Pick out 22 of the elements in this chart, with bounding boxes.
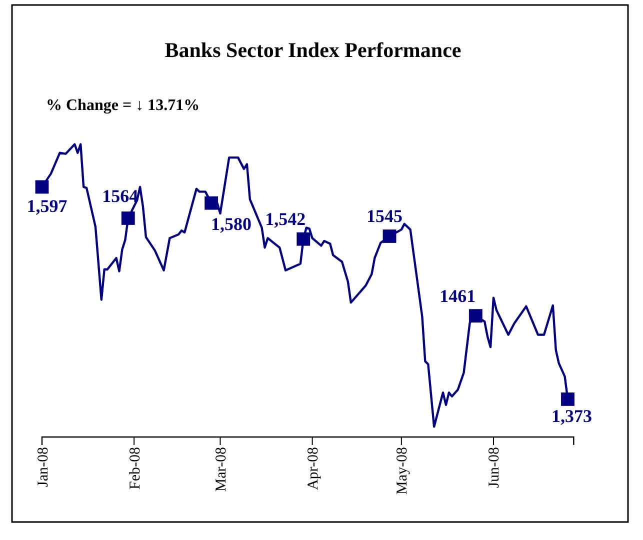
data-label: 1545 <box>366 206 403 226</box>
x-tick-label: Apr-08 <box>306 447 322 490</box>
x-tick-label: May-08 <box>394 447 411 494</box>
data-label: 1,373 <box>551 406 592 426</box>
point <box>561 392 574 406</box>
point <box>35 180 49 194</box>
data-label: 1564 <box>102 186 138 206</box>
point <box>468 309 482 323</box>
data-label: 1,542 <box>265 209 306 230</box>
chart-title: Banks Sector Index Performance <box>164 38 462 62</box>
point <box>204 196 218 210</box>
x-tick-label: Mar-08 <box>213 447 230 492</box>
data-label: 1,597 <box>26 196 68 216</box>
x-tick-label: Feb-08 <box>127 447 144 490</box>
point <box>296 232 310 246</box>
point <box>382 230 396 243</box>
point <box>121 212 135 225</box>
data-label: 1,580 <box>211 214 252 234</box>
text: % Change = ↓ 13.71% <box>46 97 200 114</box>
data-label: 1461 <box>440 286 476 306</box>
x-tick-label: Jan-08 <box>35 447 52 487</box>
x-tick-label: Jun-08 <box>486 447 503 488</box>
